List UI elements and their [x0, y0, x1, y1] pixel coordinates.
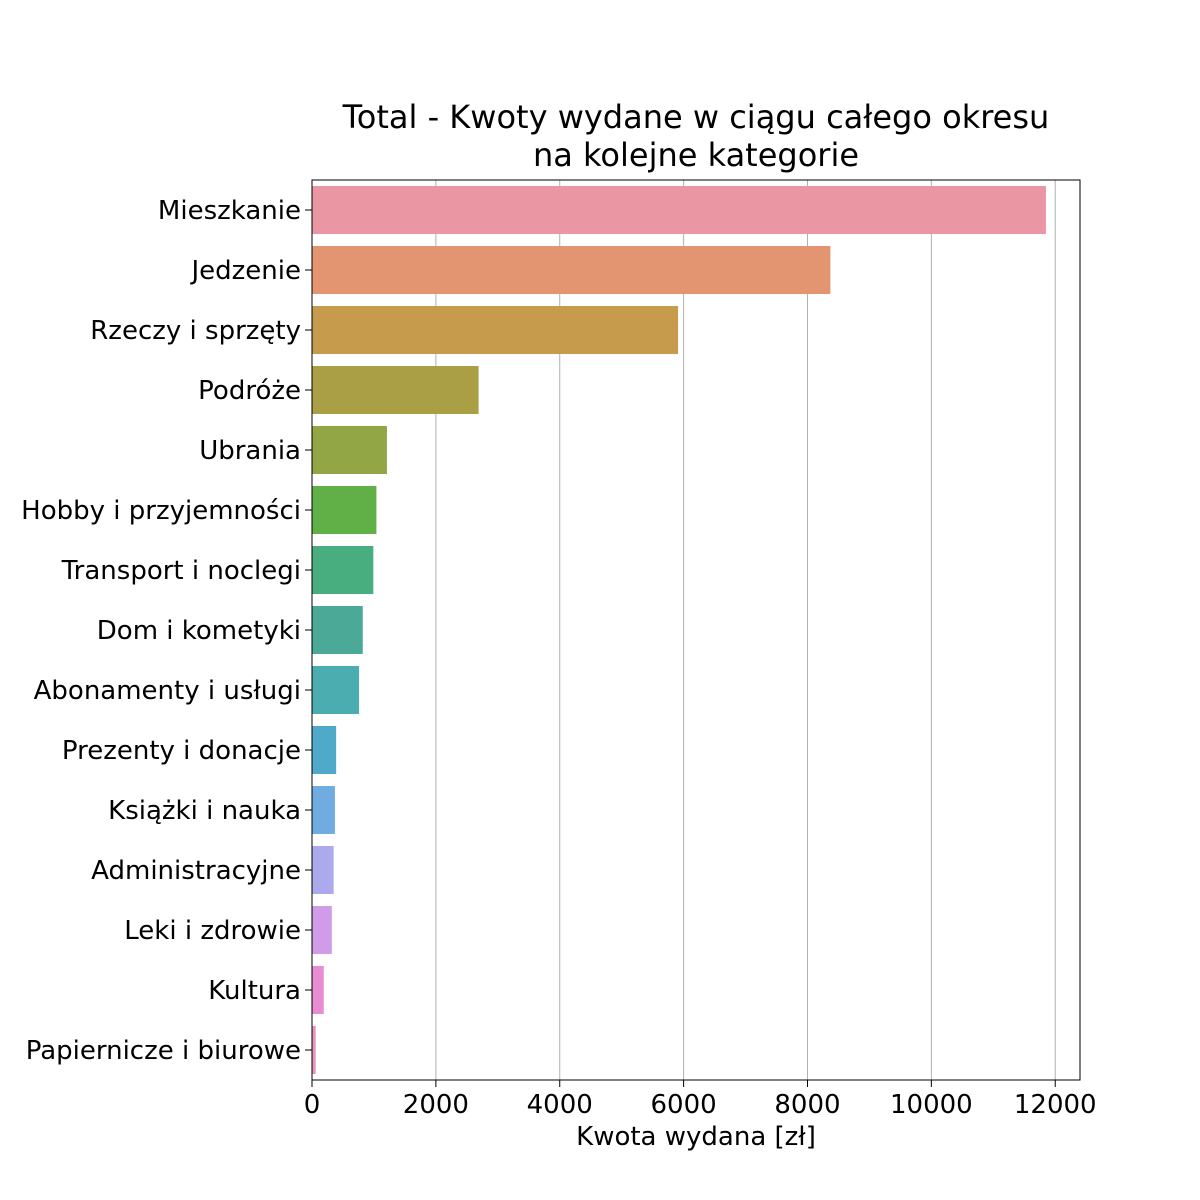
category-label: Książki i nauka	[108, 796, 301, 826]
category-label: Abonamenty i usługi	[34, 676, 301, 706]
bar	[312, 906, 332, 954]
bar	[312, 546, 374, 594]
category-label: Transport i noclegi	[61, 556, 301, 586]
bar	[312, 306, 679, 354]
category-label: Rzeczy i sprzęty	[90, 316, 301, 346]
bar	[312, 486, 377, 534]
x-tick-label: 12000	[1014, 1090, 1097, 1120]
x-tick-label: 8000	[774, 1090, 840, 1120]
bar	[312, 966, 324, 1014]
bar	[312, 246, 831, 294]
category-label: Jedzenie	[189, 256, 301, 286]
bar	[312, 426, 387, 474]
x-tick-label: 10000	[890, 1090, 973, 1120]
x-tick-label: 6000	[651, 1090, 717, 1120]
x-tick-label: 4000	[527, 1090, 593, 1120]
x-axis-label: Kwota wydana [zł]	[576, 1122, 816, 1152]
chart-title: Total - Kwoty wydane w ciągu całego okre…	[342, 98, 1050, 174]
category-label: Hobby i przyjemności	[21, 496, 301, 526]
category-labels: Mieszkanie Jedzenie Rzeczy i sprzęty Podróż…	[21, 196, 312, 1066]
x-axis-ticks: 0 2000 4000 6000 8000 10000 12000	[304, 1080, 1097, 1120]
category-label: Kultura	[208, 976, 301, 1006]
bars	[312, 186, 1046, 1074]
bar	[312, 366, 479, 414]
category-label: Dom i kometyki	[97, 616, 301, 646]
bar	[312, 786, 335, 834]
chart-title-line-1: Total - Kwoty wydane w ciągu całego okre…	[342, 98, 1050, 136]
bar	[312, 846, 334, 894]
category-label: Prezenty i donacje	[62, 736, 301, 766]
category-label: Papiernicze i biurowe	[26, 1036, 301, 1066]
category-label: Ubrania	[199, 436, 301, 466]
x-tick-label: 0	[304, 1090, 321, 1120]
category-label: Administracyjne	[91, 856, 301, 886]
bar	[312, 1026, 316, 1074]
category-label: Mieszkanie	[158, 196, 301, 226]
bar	[312, 186, 1046, 234]
bar	[312, 666, 360, 714]
chart-title-line-2: na kolejne kategorie	[533, 136, 859, 174]
category-label: Leki i zdrowie	[124, 916, 301, 946]
category-label: Podróże	[198, 376, 301, 406]
x-tick-label: 2000	[403, 1090, 469, 1120]
bar	[312, 606, 363, 654]
bar	[312, 726, 337, 774]
